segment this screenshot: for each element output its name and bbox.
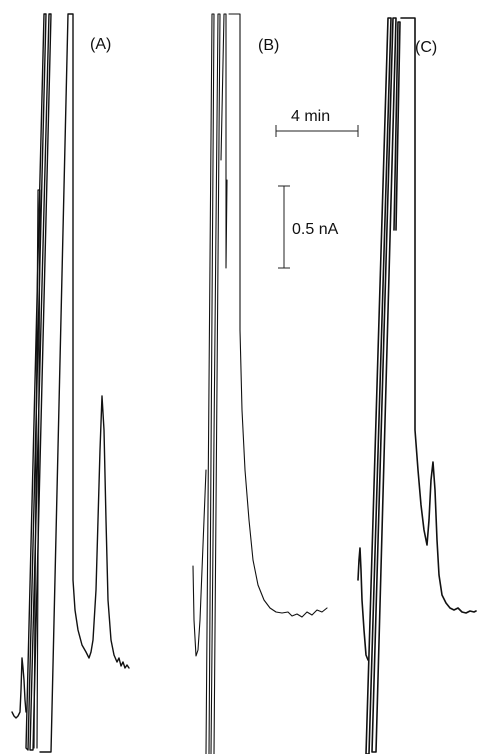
trace-a-baseline (11, 657, 27, 719)
current-scale-bar (278, 185, 290, 269)
panel-label-c: (C) (415, 39, 437, 56)
current-scale-label: 0.5 nA (292, 221, 339, 238)
trace-c-injection-spike-1 (365, 17, 392, 754)
chromatogram-c (357, 17, 477, 754)
trace-c-main-envelope (400, 17, 477, 614)
panel-label-b: (B) (258, 37, 279, 54)
trace-b-injection-spike-3 (220, 13, 228, 269)
trace-b-main-envelope (228, 13, 328, 618)
trace-c-injection-spike-2 (371, 17, 397, 753)
trace-c-injection-spike-3 (393, 21, 401, 231)
trace-b-injection-spike-1 (205, 13, 215, 754)
trace-b-injection-spike-2 (210, 13, 221, 754)
trace-b-baseline (192, 469, 207, 657)
time-scale-bar (275, 125, 359, 137)
trace-c-baseline (357, 547, 369, 661)
trace-a-injection-spike-2 (29, 13, 52, 751)
chromatogram-a (11, 13, 130, 753)
trace-a-main-envelope (39, 13, 130, 753)
chromatogram-b (192, 13, 328, 754)
time-scale-label: 4 min (291, 108, 330, 125)
trace-a-injection-spike-3 (33, 189, 41, 749)
panel-label-a: (A) (90, 36, 111, 53)
